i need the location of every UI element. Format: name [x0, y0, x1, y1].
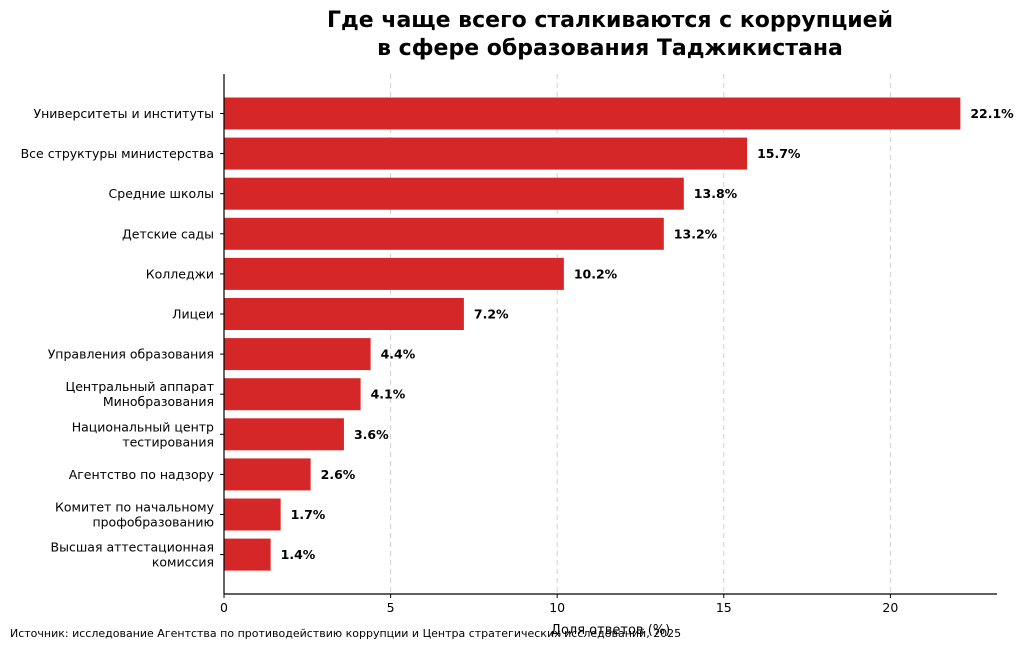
x-axis-label: Доля ответов (%) — [551, 623, 670, 638]
data-label: 10.2% — [574, 266, 618, 281]
x-tick-label: 5 — [387, 600, 395, 615]
data-label: 13.2% — [674, 226, 718, 241]
chart-title-line: Где чаще всего сталкиваются с коррупцией — [327, 8, 893, 33]
data-label: 3.6% — [354, 427, 389, 442]
chart-title-line: в сфере образования Таджикистана — [377, 36, 843, 61]
data-label: 15.7% — [757, 146, 801, 161]
data-label: 2.6% — [321, 467, 356, 482]
category-label: Детские сады — [122, 226, 214, 241]
bar — [224, 298, 464, 330]
category-label: комиссия — [152, 555, 214, 570]
bar — [224, 257, 564, 290]
data-label: 22.1% — [970, 106, 1014, 121]
bar — [224, 338, 371, 371]
data-label: 1.4% — [281, 547, 316, 562]
source-note: Источник: исследование Агентства по прот… — [10, 627, 682, 640]
data-label: 7.2% — [474, 307, 509, 322]
category-label: Центральный аппарат — [66, 379, 214, 394]
bar — [224, 458, 311, 491]
bar — [224, 498, 281, 531]
category-label: Все структуры министерства — [21, 146, 214, 161]
bar — [224, 538, 271, 571]
data-label: 13.8% — [694, 186, 738, 201]
category-label: тестирования — [122, 434, 214, 449]
category-label: Средние школы — [109, 186, 214, 201]
bar — [224, 97, 961, 130]
bar — [224, 177, 684, 210]
bar — [224, 217, 664, 250]
data-label: 4.4% — [381, 347, 416, 362]
bar — [224, 137, 748, 170]
category-label: Национальный центр — [72, 419, 214, 434]
x-tick-label: 20 — [882, 600, 898, 615]
x-tick-label: 10 — [549, 600, 565, 615]
category-label: Комитет по начальному — [55, 500, 215, 515]
category-label: Минобразования — [103, 394, 214, 409]
category-label: Лицеи — [172, 307, 214, 322]
category-label: Агентство по надзору — [69, 467, 215, 482]
category-label: профобразованию — [92, 515, 214, 530]
category-label: Управления образования — [48, 347, 214, 362]
x-tick-label: 0 — [220, 600, 228, 615]
category-label: Колледжи — [146, 266, 214, 281]
category-label: Высшая аттестационная — [51, 540, 214, 555]
bar — [224, 378, 361, 411]
data-label: 1.7% — [291, 507, 326, 522]
bar — [224, 418, 344, 451]
category-label: Университеты и институты — [34, 106, 215, 121]
x-tick-label: 15 — [716, 600, 732, 615]
data-label: 4.1% — [371, 387, 406, 402]
